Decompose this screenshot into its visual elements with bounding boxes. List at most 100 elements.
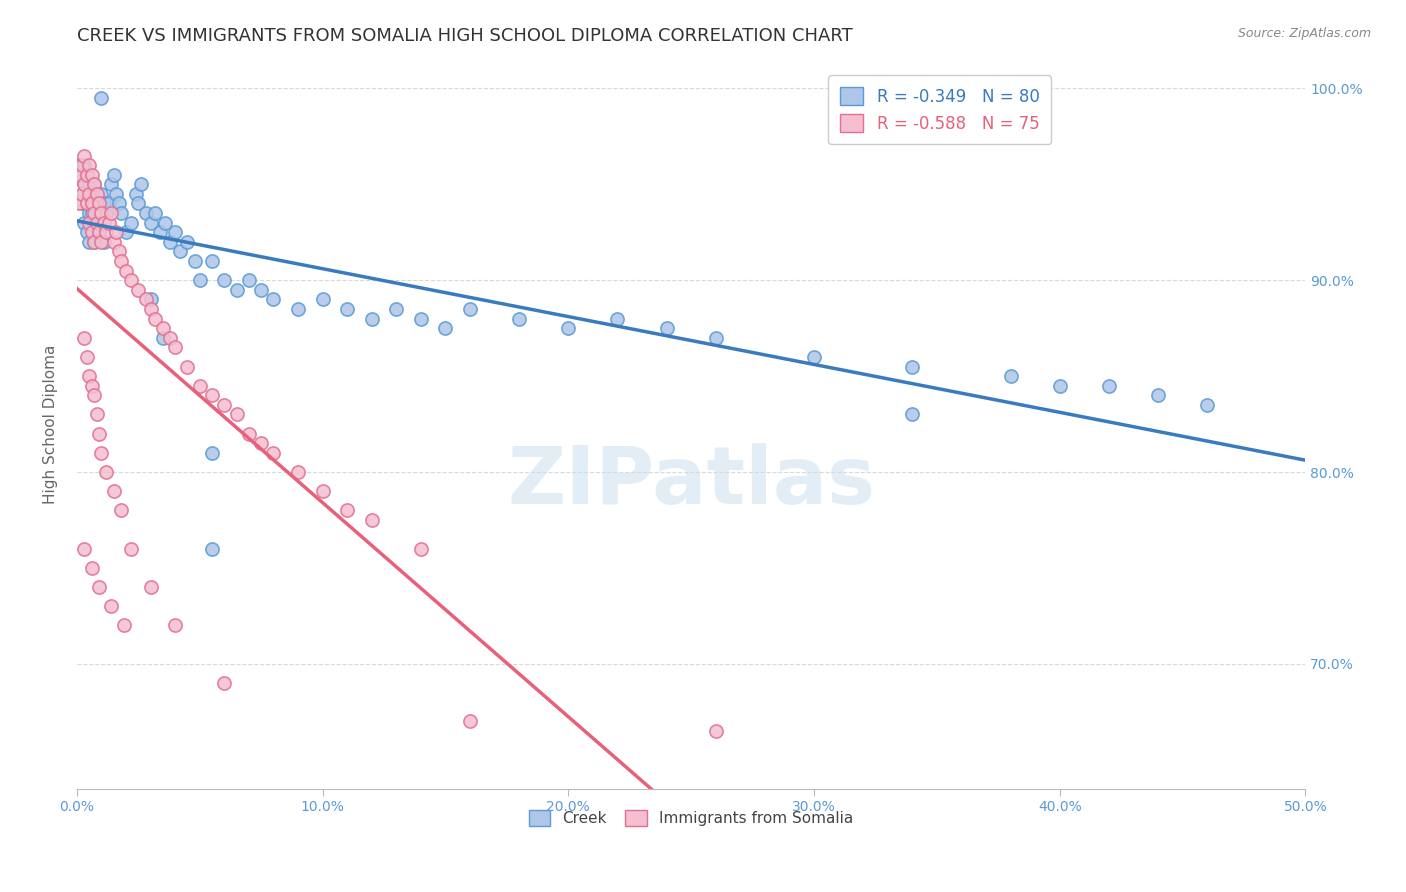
Point	[557, 321, 579, 335]
Point	[214, 676, 236, 690]
Point	[262, 446, 284, 460]
Point	[125, 186, 148, 201]
Point	[77, 206, 100, 220]
Point	[225, 408, 247, 422]
Point	[409, 541, 432, 556]
Point	[214, 398, 236, 412]
Point	[103, 235, 125, 249]
Point	[139, 216, 162, 230]
Point	[803, 350, 825, 364]
Point	[110, 206, 132, 220]
Point	[606, 311, 628, 326]
Point	[96, 225, 118, 239]
Point	[508, 311, 530, 326]
Point	[76, 196, 98, 211]
Point	[152, 331, 174, 345]
Point	[70, 196, 93, 211]
Point	[165, 340, 187, 354]
Point	[97, 216, 120, 230]
Point	[73, 216, 96, 230]
Point	[73, 178, 96, 192]
Point	[67, 168, 90, 182]
Point	[73, 148, 96, 162]
Point	[87, 426, 110, 441]
Point	[86, 186, 108, 201]
Point	[704, 723, 727, 738]
Point	[67, 196, 90, 211]
Point	[96, 465, 118, 479]
Point	[1000, 369, 1022, 384]
Point	[100, 599, 122, 614]
Point	[80, 206, 103, 220]
Point	[901, 359, 924, 374]
Point	[115, 263, 138, 277]
Point	[176, 235, 198, 249]
Point	[287, 465, 309, 479]
Point	[1049, 378, 1071, 392]
Point	[188, 378, 211, 392]
Point	[86, 186, 108, 201]
Point	[238, 273, 260, 287]
Point	[90, 91, 112, 105]
Point	[87, 225, 110, 239]
Point	[139, 301, 162, 316]
Y-axis label: High School Diploma: High School Diploma	[44, 344, 58, 504]
Point	[100, 178, 122, 192]
Point	[105, 225, 128, 239]
Point	[135, 293, 157, 307]
Point	[409, 311, 432, 326]
Point	[139, 293, 162, 307]
Point	[127, 283, 149, 297]
Point	[90, 446, 112, 460]
Point	[77, 216, 100, 230]
Point	[901, 408, 924, 422]
Text: CREEK VS IMMIGRANTS FROM SOMALIA HIGH SCHOOL DIPLOMA CORRELATION CHART: CREEK VS IMMIGRANTS FROM SOMALIA HIGH SC…	[77, 27, 853, 45]
Point	[86, 216, 108, 230]
Point	[262, 293, 284, 307]
Point	[655, 321, 678, 335]
Point	[250, 436, 273, 450]
Point	[83, 178, 105, 192]
Point	[336, 301, 359, 316]
Point	[120, 216, 142, 230]
Point	[311, 484, 333, 499]
Point	[77, 158, 100, 172]
Point	[83, 235, 105, 249]
Point	[97, 196, 120, 211]
Point	[184, 254, 207, 268]
Point	[238, 426, 260, 441]
Point	[214, 273, 236, 287]
Point	[250, 283, 273, 297]
Point	[87, 196, 110, 211]
Point	[80, 168, 103, 182]
Point	[93, 216, 115, 230]
Point	[458, 301, 481, 316]
Point	[73, 186, 96, 201]
Point	[201, 388, 224, 402]
Point	[336, 503, 359, 517]
Point	[80, 225, 103, 239]
Point	[76, 225, 98, 239]
Point	[127, 196, 149, 211]
Point	[87, 196, 110, 211]
Point	[77, 235, 100, 249]
Point	[77, 186, 100, 201]
Point	[360, 513, 382, 527]
Point	[86, 216, 108, 230]
Point	[165, 225, 187, 239]
Point	[1147, 388, 1170, 402]
Point	[96, 206, 118, 220]
Point	[201, 254, 224, 268]
Point	[1098, 378, 1121, 392]
Point	[90, 206, 112, 220]
Point	[87, 580, 110, 594]
Point	[120, 273, 142, 287]
Point	[110, 254, 132, 268]
Point	[93, 235, 115, 249]
Point	[83, 178, 105, 192]
Point	[159, 235, 181, 249]
Point	[188, 273, 211, 287]
Point	[105, 186, 128, 201]
Point	[139, 580, 162, 594]
Point	[70, 158, 93, 172]
